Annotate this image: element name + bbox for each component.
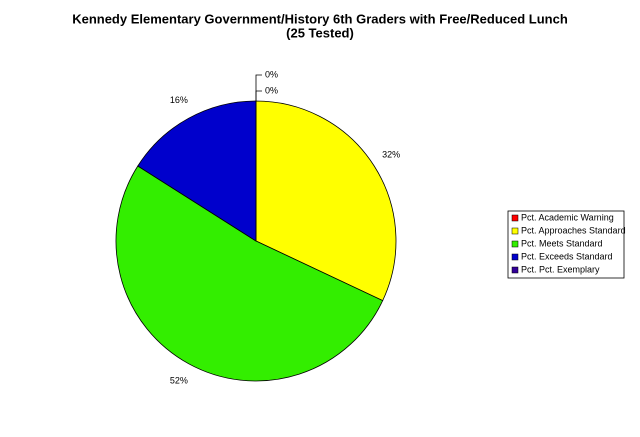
leader-line [255,90,262,101]
legend-swatch [511,240,519,248]
legend-label: Pct. Meets Standard [521,238,603,248]
legend-swatch [511,214,519,222]
data-label: 32% [382,150,400,160]
data-label: 52% [170,376,188,386]
chart-subtitle: (25 Tested) [286,25,354,40]
legend: Pct. Academic Warning Pct. Approaches Sta… [507,210,626,279]
data-label: 16% [170,95,188,105]
legend-label: Pct. Pct. Exemplary [521,264,600,274]
legend-swatch [511,266,519,274]
legend-label: Pct. Academic Warning [521,212,614,222]
chart-title: Kennedy Elementary Government/History 6t… [72,11,568,26]
leader-line [255,74,262,101]
data-label: 0% [265,69,278,79]
legend-swatch [511,227,519,235]
legend-label: Pct. Approaches Standard [521,225,626,235]
legend-label: Pct. Exceeds Standard [521,251,613,261]
pie-slice [115,165,384,382]
legend-swatch [511,253,519,261]
legend-box [507,210,625,279]
pie-slice [137,100,257,242]
pie-slice [255,100,397,302]
data-label: 0% [265,85,278,95]
pie: 0% 32% 52% 16% 0% [115,69,400,386]
